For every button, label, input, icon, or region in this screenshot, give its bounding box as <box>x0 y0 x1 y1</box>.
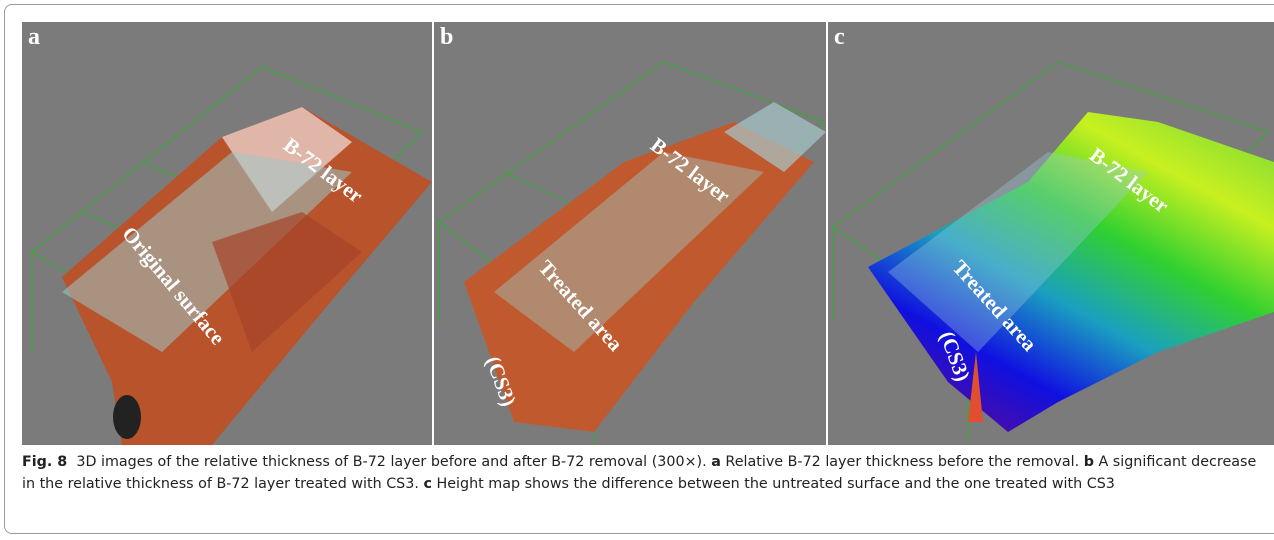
caption-part-label: c <box>423 476 431 492</box>
panel-a: B-72 layer Original surface a <box>22 22 432 445</box>
caption-part-label: b <box>1084 454 1094 470</box>
caption-part-text: Height map shows the difference between … <box>436 476 1114 492</box>
panel-letter: a <box>28 24 40 51</box>
surface-image: B-72 layer Original surface <box>22 22 432 445</box>
caption-label: Fig. 8 <box>22 454 67 470</box>
panel-letter: c <box>834 24 845 51</box>
panel-b: B-72 layer Treated area (CS3) b <box>434 22 826 445</box>
surface-image: B-72 layer Treated area (CS3) <box>434 22 826 445</box>
caption-part-label: a <box>711 454 721 470</box>
figure-caption: Fig. 8 3D images of the relative thickne… <box>22 451 1262 495</box>
caption-text: 3D images of the relative thickness of B… <box>76 454 706 470</box>
caption-part-text: Relative B-72 layer thickness before the… <box>725 454 1079 470</box>
panel-letter: b <box>440 24 453 51</box>
panel-c: B-72 layer Treated area (CS3) c <box>828 22 1274 445</box>
page: B-72 layer Original surface a B-72 layer… <box>0 0 1274 540</box>
height-map: B-72 layer Treated area (CS3) <box>828 22 1274 445</box>
